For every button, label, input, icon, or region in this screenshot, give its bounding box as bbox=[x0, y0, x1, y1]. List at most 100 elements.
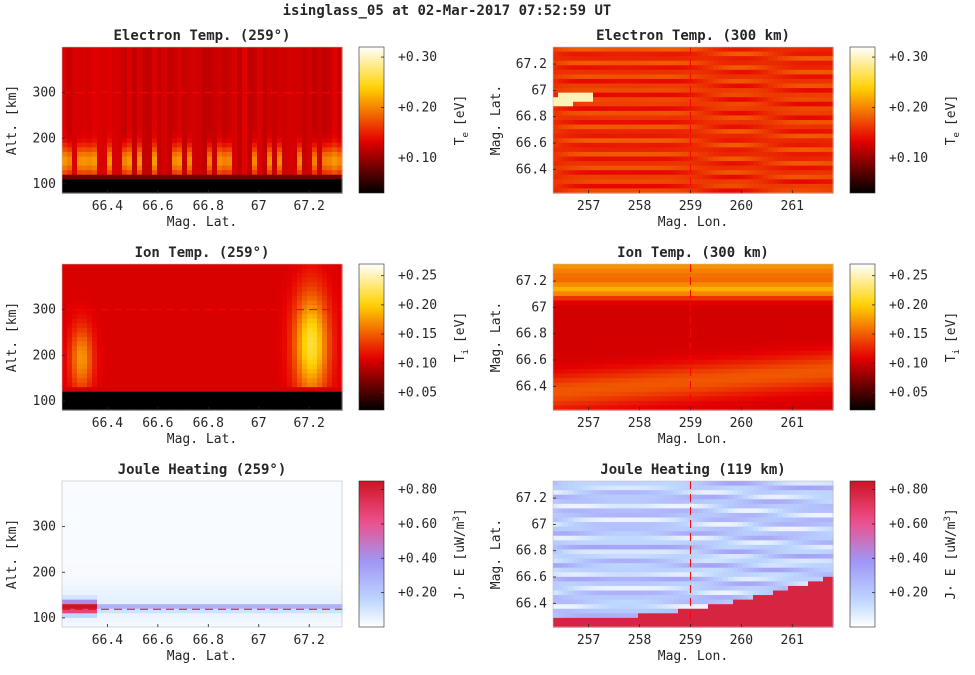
heatmap-cell bbox=[237, 56, 243, 62]
heatmap-cell bbox=[262, 355, 268, 361]
heatmap-cell bbox=[332, 97, 338, 103]
heatmap-cell bbox=[798, 161, 804, 167]
heatmap-cell bbox=[618, 65, 624, 71]
heatmap-cell bbox=[147, 188, 153, 194]
heatmap-cell bbox=[102, 309, 108, 315]
heatmap-cell bbox=[763, 142, 769, 148]
heatmap-cell bbox=[137, 318, 143, 324]
heatmap-cell bbox=[122, 359, 128, 365]
heatmap-cell bbox=[282, 174, 288, 180]
heatmap-cell bbox=[152, 318, 158, 324]
heatmap-cell bbox=[62, 327, 68, 334]
heatmap-cell bbox=[312, 65, 318, 71]
heatmap-cell bbox=[192, 323, 198, 329]
heatmap-cell bbox=[663, 174, 669, 180]
heatmap-cell bbox=[558, 161, 564, 167]
heatmap-cell bbox=[312, 120, 318, 126]
heatmap-cell bbox=[232, 264, 238, 270]
heatmap-cell bbox=[808, 170, 814, 176]
te_alt-title: Electron Temp. (259°) bbox=[113, 28, 290, 44]
heatmap-cell bbox=[272, 47, 278, 53]
heatmap-cell bbox=[142, 286, 148, 292]
heatmap-cell bbox=[107, 337, 113, 343]
heatmap-cell bbox=[327, 183, 333, 190]
heatmap-cell bbox=[152, 341, 158, 347]
heatmap-cell bbox=[803, 69, 809, 75]
heatmap-cell bbox=[107, 88, 113, 94]
heatmap-cell bbox=[197, 305, 203, 311]
heatmap-cell bbox=[593, 142, 599, 148]
heatmap-cell bbox=[237, 318, 243, 324]
heatmap-cell bbox=[307, 120, 313, 126]
heatmap-cell bbox=[798, 69, 804, 75]
heatmap-cell bbox=[758, 151, 764, 158]
heatmap-cell bbox=[798, 88, 804, 94]
heatmap-cell bbox=[132, 391, 138, 397]
heatmap-cell bbox=[608, 188, 614, 194]
heatmap-cell bbox=[282, 78, 288, 85]
heatmap-cell bbox=[698, 179, 704, 185]
heatmap-cell bbox=[117, 277, 123, 283]
heatmap-cell bbox=[322, 97, 328, 103]
heatmap-cell bbox=[152, 273, 158, 279]
heatmap-cell bbox=[122, 142, 128, 148]
heatmap-cell bbox=[723, 161, 729, 167]
heatmap-cell bbox=[808, 65, 814, 71]
heatmap-cell bbox=[693, 174, 699, 180]
heatmap-cell bbox=[292, 101, 298, 107]
heatmap-cell bbox=[638, 88, 644, 94]
heatmap-cell bbox=[177, 382, 183, 388]
heatmap-cell bbox=[628, 147, 634, 153]
te_map-panel: Electron Temp. (300 km)257 258 259 260 26166… bbox=[489, 28, 962, 230]
heatmap-cell bbox=[77, 327, 83, 334]
heatmap-cell bbox=[137, 47, 143, 53]
heatmap-cell bbox=[753, 133, 759, 139]
heatmap-cell bbox=[67, 88, 73, 94]
heatmap-cell bbox=[212, 156, 218, 162]
heatmap-cell bbox=[122, 129, 128, 135]
heatmap-cell bbox=[302, 142, 308, 148]
heatmap-cell bbox=[723, 51, 729, 57]
heatmap-cell bbox=[82, 124, 88, 130]
heatmap-cell bbox=[152, 373, 158, 379]
heatmap-cell bbox=[603, 101, 609, 107]
heatmap-cell bbox=[77, 106, 83, 112]
heatmap-cell bbox=[157, 170, 163, 176]
heatmap-cell bbox=[788, 106, 794, 112]
heatmap-cell bbox=[67, 295, 73, 302]
heatmap-cell bbox=[337, 138, 343, 144]
heatmap-cell bbox=[327, 147, 333, 153]
heatmap-cell bbox=[733, 179, 739, 185]
heatmap-cell bbox=[97, 305, 103, 311]
heatmap-cell bbox=[122, 151, 128, 158]
heatmap-cell bbox=[818, 174, 824, 180]
heatmap-cell bbox=[157, 337, 163, 343]
heatmap-cell bbox=[793, 129, 799, 135]
heatmap-cell bbox=[222, 115, 228, 121]
heatmap-cell bbox=[302, 124, 308, 130]
heatmap-cell bbox=[783, 92, 789, 98]
heatmap-cell bbox=[723, 69, 729, 75]
heatmap-cell bbox=[578, 156, 584, 162]
heatmap-cell bbox=[588, 188, 594, 194]
heatmap-cell bbox=[813, 60, 819, 66]
heatmap-cell bbox=[212, 346, 218, 352]
heatmap-cell bbox=[623, 147, 629, 153]
heatmap-cell bbox=[658, 110, 664, 117]
heatmap-cell bbox=[142, 161, 148, 167]
heatmap-cell bbox=[307, 65, 313, 71]
heatmap-cell bbox=[317, 165, 323, 171]
heatmap-cell bbox=[618, 133, 624, 139]
heatmap-cell bbox=[72, 142, 78, 148]
heatmap-cell bbox=[197, 101, 203, 107]
heatmap-cell bbox=[287, 179, 293, 185]
heatmap-cell bbox=[758, 78, 764, 85]
heatmap-cell bbox=[563, 74, 569, 80]
heatmap-cell bbox=[588, 83, 594, 89]
heatmap-cell bbox=[227, 355, 233, 361]
heatmap-cell bbox=[207, 346, 213, 352]
heatmap-cell bbox=[112, 47, 118, 53]
heatmap-cell bbox=[97, 120, 103, 126]
heatmap-cell bbox=[92, 387, 98, 393]
heatmap-cell bbox=[147, 341, 153, 347]
